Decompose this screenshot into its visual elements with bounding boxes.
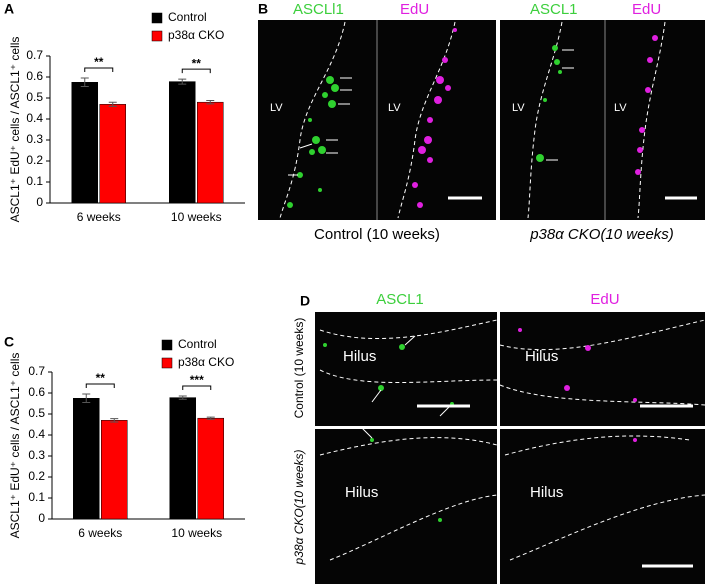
significance-label: *** (190, 373, 204, 387)
significance-bracket (182, 385, 212, 390)
region-label: LV (614, 102, 627, 114)
micrograph-b (258, 20, 705, 220)
y-tick-label: 0 (38, 511, 45, 525)
bar (71, 82, 98, 204)
region-label: LV (270, 102, 283, 114)
significance-label: ** (192, 56, 202, 70)
significance-bracket (181, 68, 211, 74)
y-tick-label: 0.6 (26, 69, 43, 83)
bar (99, 104, 126, 204)
y-tick-label: 0 (36, 195, 43, 209)
legend-label: p38α CKO (178, 355, 234, 369)
region-label: Hilus (343, 348, 376, 365)
stain-label: EdU (590, 291, 619, 308)
legend-swatch (161, 339, 173, 351)
y-tick-label: 0.4 (26, 111, 43, 125)
region-label: Hilus (345, 484, 378, 501)
x-tick-label: 6 weeks (77, 210, 121, 224)
micrograph-d (315, 196, 706, 584)
error-bar (178, 78, 187, 85)
bar (169, 397, 196, 520)
stain-label: ASCL1 (376, 291, 424, 308)
panel-label: B (258, 1, 268, 17)
panel-label: D (300, 293, 310, 309)
region-label: LV (512, 102, 525, 114)
panel-label: A (4, 1, 14, 17)
y-tick-label: 0.3 (28, 448, 45, 462)
error-bar (206, 416, 215, 420)
legend-label: p38α CKO (168, 28, 224, 42)
y-tick-label: 0.1 (26, 174, 43, 188)
error-bar (108, 101, 117, 107)
y-tick-label: 0.5 (28, 406, 45, 420)
bar (169, 81, 196, 204)
y-axis-label: ASCL1⁺ EdU⁺ cells / ASCL1⁺ cells (8, 353, 22, 539)
bar (197, 417, 224, 520)
y-tick-label: 0.6 (28, 385, 45, 399)
bar (73, 398, 100, 520)
y-tick-label: 0.4 (28, 427, 45, 441)
row-label: p38α CKO(10 weeks) (292, 450, 306, 566)
row-label: Control (10 weeks) (292, 318, 306, 419)
legend-swatch (151, 12, 163, 24)
region-label: Hilus (530, 484, 563, 501)
legend-label: Control (178, 337, 217, 351)
error-bar (80, 77, 89, 87)
region-label: LV (388, 102, 401, 114)
legend-swatch (161, 357, 173, 369)
y-axis-label: ASCL1⁺ EdU⁺ cells / ASCL1⁺ cells (8, 37, 22, 223)
significance-label: ** (94, 55, 104, 69)
bar (197, 101, 224, 204)
caption: Control (10 weeks) (314, 226, 440, 243)
significance-label: ** (96, 371, 106, 385)
y-tick-label: 0.7 (28, 364, 45, 378)
y-tick-label: 0.2 (26, 153, 43, 167)
y-tick-label: 0.5 (26, 90, 43, 104)
bar (101, 420, 128, 520)
y-tick-label: 0.2 (28, 469, 45, 483)
x-tick-label: 10 weeks (171, 210, 222, 224)
y-tick-label: 0.7 (26, 48, 43, 62)
y-tick-label: 0.1 (28, 490, 45, 504)
x-tick-label: 6 weeks (78, 526, 122, 540)
error-bar (206, 100, 215, 105)
significance-bracket (84, 67, 114, 73)
x-tick-label: 10 weeks (171, 526, 222, 540)
stain-label: ASCLl1 (293, 1, 344, 18)
error-bar (82, 393, 91, 403)
legend-swatch (151, 30, 163, 42)
significance-bracket (85, 383, 115, 389)
legend-label: Control (168, 10, 207, 24)
error-bar (110, 418, 119, 423)
stain-label: EdU (632, 1, 661, 18)
panel-label: C (4, 334, 14, 350)
stain-label: ASCL1 (530, 1, 578, 18)
region-label: Hilus (525, 348, 558, 365)
y-tick-label: 0.3 (26, 132, 43, 146)
caption: p38α CKO(10 weeks) (529, 226, 674, 243)
stain-label: EdU (400, 1, 429, 18)
error-bar (178, 395, 187, 400)
